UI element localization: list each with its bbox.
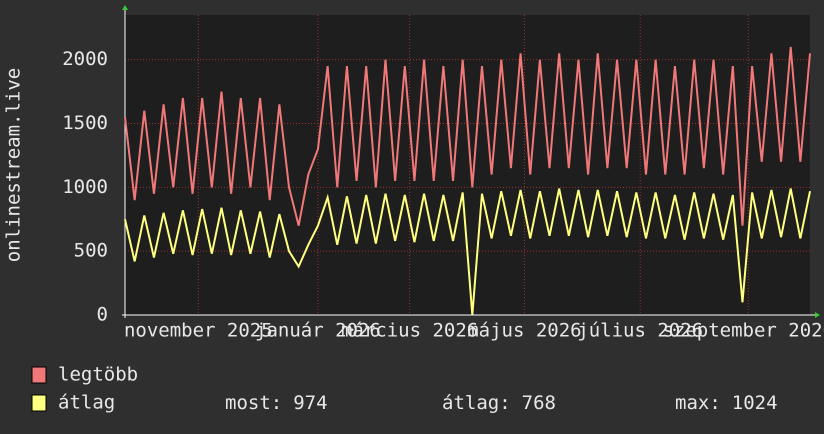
stat: most: 974 bbox=[225, 392, 328, 414]
x-tick-label: november 2025 bbox=[124, 320, 273, 342]
y-tick-label: 0 bbox=[97, 304, 108, 326]
x-tick-label: január 2026 bbox=[255, 320, 381, 342]
legend-label: legtöbb bbox=[58, 364, 138, 386]
y-axis-label: onlinestream.live bbox=[3, 68, 25, 262]
axis-arrow bbox=[815, 312, 820, 318]
series-line bbox=[124, 188, 811, 316]
legend-swatch bbox=[31, 394, 47, 412]
x-tick-label: május 2026 bbox=[467, 320, 581, 342]
legend-swatch bbox=[31, 366, 47, 384]
x-tick-label: szeptember 2026 bbox=[662, 320, 824, 342]
stat-value: 974 bbox=[293, 392, 327, 414]
axis-arrow bbox=[122, 5, 128, 10]
stat-label: átlag: bbox=[442, 392, 511, 414]
stat: max: 1024 bbox=[675, 392, 778, 414]
stat-label: max: bbox=[675, 392, 721, 414]
stat-value: 768 bbox=[522, 392, 556, 414]
series-line bbox=[124, 46, 811, 226]
y-tick-label: 2000 bbox=[62, 48, 108, 70]
y-tick-label: 500 bbox=[74, 240, 108, 262]
y-tick-label: 1500 bbox=[62, 112, 108, 134]
stat-value: 1024 bbox=[732, 392, 778, 414]
x-tick-label: július 2026 bbox=[577, 320, 703, 342]
y-tick-label: 1000 bbox=[62, 176, 108, 198]
x-tick-label: március 2026 bbox=[341, 320, 478, 342]
stat: átlag: 768 bbox=[442, 392, 556, 414]
legend-label: átlag bbox=[58, 392, 115, 414]
stat-label: most: bbox=[225, 392, 282, 414]
